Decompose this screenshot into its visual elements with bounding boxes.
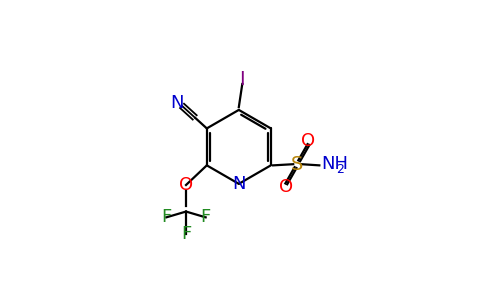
Text: N: N [232,175,245,193]
Text: O: O [179,176,193,194]
Text: O: O [279,178,293,196]
Text: I: I [240,70,245,89]
Text: NH: NH [322,155,348,173]
Text: S: S [291,155,303,174]
Text: 2: 2 [336,163,344,176]
Text: N: N [170,94,183,112]
Text: F: F [161,208,171,226]
Text: F: F [200,208,211,226]
Text: O: O [302,132,316,150]
Text: F: F [181,224,191,242]
